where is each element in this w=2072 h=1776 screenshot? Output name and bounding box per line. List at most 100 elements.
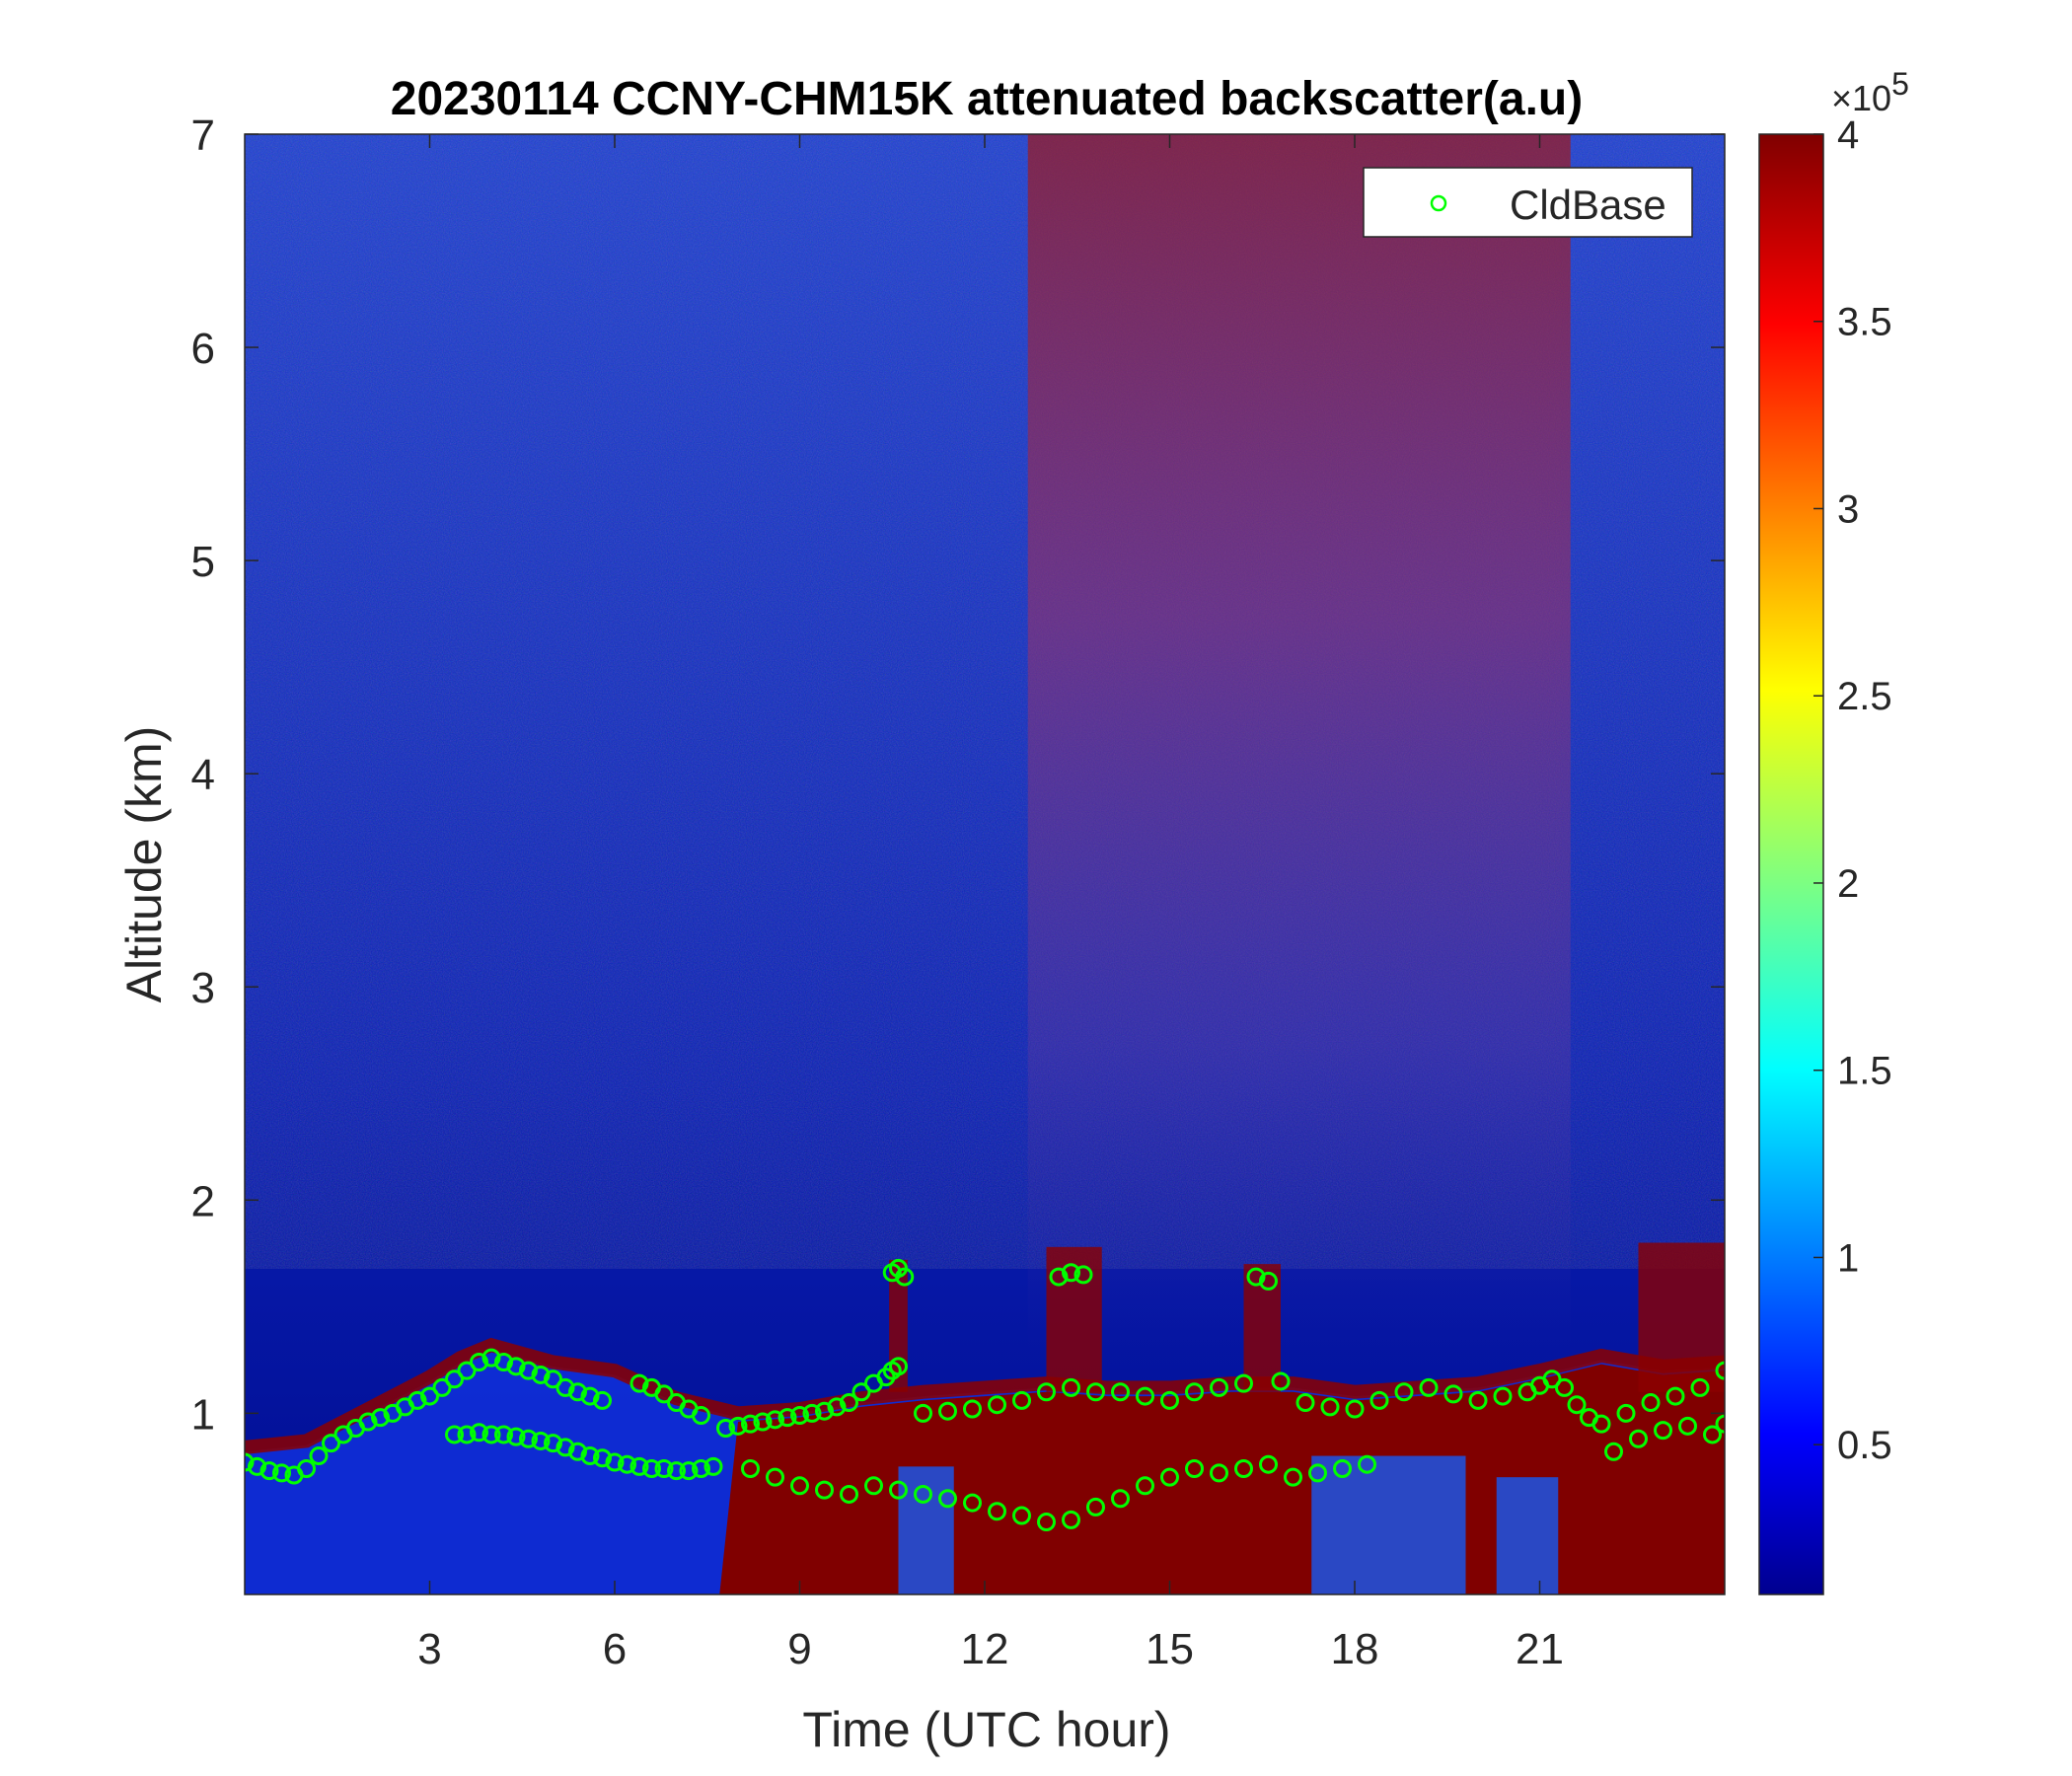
cldbase-point bbox=[580, 1386, 600, 1406]
colorbar-tick-label: 3.5 bbox=[1837, 301, 1892, 344]
cldbase-point bbox=[963, 1399, 982, 1419]
cldbase-point bbox=[618, 1454, 636, 1474]
cldbase-point bbox=[1369, 1390, 1389, 1410]
cldbase-point bbox=[741, 1459, 760, 1479]
colorbar-exponent: ×105 bbox=[1831, 66, 1909, 118]
clear-gap-2 bbox=[1496, 1477, 1559, 1594]
colorbar-tick-label: 4 bbox=[1837, 113, 1859, 157]
cldbase-point bbox=[851, 1382, 871, 1402]
cldbase-point bbox=[580, 1446, 600, 1466]
colorbar-tick-label: 0.5 bbox=[1837, 1424, 1892, 1467]
y-tick-label: 6 bbox=[191, 325, 215, 373]
cldbase-point bbox=[1259, 1271, 1278, 1291]
cldbase-point bbox=[1210, 1377, 1228, 1397]
cldbase-point bbox=[568, 1382, 587, 1402]
cldbase-point bbox=[544, 1369, 562, 1389]
cldbase-point bbox=[470, 1352, 488, 1371]
cldbase-point bbox=[1715, 1361, 1725, 1380]
x-tick-label: 3 bbox=[417, 1625, 441, 1673]
x-axis: 3 6 9 12 15 18 21 bbox=[417, 134, 1564, 1673]
cldbase-point bbox=[914, 1484, 932, 1504]
cldbase-point bbox=[1591, 1414, 1611, 1434]
cldbase-point bbox=[654, 1459, 674, 1479]
cldbase-point bbox=[1062, 1377, 1080, 1397]
cldbase-point bbox=[1086, 1497, 1105, 1517]
cldbase-point bbox=[667, 1461, 686, 1481]
cldbase-point bbox=[494, 1352, 513, 1371]
cldbase-point bbox=[1234, 1459, 1253, 1479]
colorbar-exponent-power: 5 bbox=[1891, 66, 1909, 102]
cldbase-point bbox=[1616, 1403, 1636, 1423]
cldbase-point bbox=[1542, 1369, 1562, 1389]
x-tick-label: 18 bbox=[1331, 1625, 1379, 1673]
elevated-signal-region bbox=[1027, 134, 1571, 1350]
x-tick-label: 12 bbox=[961, 1625, 1009, 1673]
cldbase-point bbox=[445, 1425, 464, 1444]
cldbase-point bbox=[1555, 1377, 1574, 1397]
colorbar: 0.5 1 1.5 2 2.5 3 3.5 4 ×105 bbox=[1758, 66, 1909, 1595]
cldbase-point bbox=[938, 1401, 957, 1421]
cldbase-point bbox=[1629, 1429, 1648, 1448]
legend-label: CldBase bbox=[1510, 182, 1666, 228]
cldbase-point bbox=[420, 1386, 439, 1406]
cldbase-point bbox=[1443, 1384, 1463, 1404]
cldbase-point bbox=[519, 1429, 538, 1448]
y-tick-label: 5 bbox=[191, 538, 215, 586]
legend: CldBase bbox=[1363, 167, 1693, 238]
cldbase-point bbox=[1703, 1425, 1722, 1444]
cldbase-point bbox=[1062, 1263, 1080, 1283]
heatmap-features bbox=[245, 134, 1725, 1594]
cldbase-point bbox=[568, 1442, 587, 1461]
cldbase-point bbox=[544, 1434, 562, 1453]
cldbase-point bbox=[914, 1403, 932, 1423]
cldbase-point bbox=[864, 1476, 883, 1496]
cldbase-point bbox=[840, 1393, 858, 1413]
cldbase-point bbox=[1308, 1463, 1327, 1483]
cldbase-point bbox=[790, 1406, 809, 1426]
cldbase-point bbox=[1111, 1489, 1130, 1509]
cldbase-point bbox=[889, 1357, 908, 1376]
cldbase-point bbox=[1715, 1414, 1725, 1434]
cldbase-point bbox=[1246, 1267, 1266, 1287]
cldbase-point bbox=[988, 1395, 1006, 1415]
cldbase-point bbox=[1185, 1459, 1204, 1479]
cldbase-point bbox=[519, 1361, 538, 1380]
cldbase-point bbox=[1160, 1390, 1179, 1410]
y-tick-label: 3 bbox=[191, 964, 215, 1012]
cldbase-point bbox=[1012, 1390, 1031, 1410]
legend-box bbox=[1363, 167, 1693, 238]
cldbase-point bbox=[481, 1425, 501, 1444]
cldbase-point bbox=[457, 1361, 477, 1380]
cldbase-point bbox=[1185, 1382, 1204, 1402]
cldbase-point bbox=[245, 1452, 255, 1472]
cldbase-point bbox=[1210, 1463, 1228, 1483]
cldbase-point bbox=[840, 1484, 858, 1504]
cldbase-point bbox=[988, 1502, 1006, 1521]
cldbase-point bbox=[259, 1461, 279, 1481]
y-tick-label: 1 bbox=[191, 1390, 215, 1439]
cldbase-point bbox=[1493, 1386, 1513, 1406]
cldbase-point bbox=[889, 1480, 908, 1500]
cldbase-point bbox=[1641, 1393, 1661, 1413]
cldbase-point bbox=[1345, 1399, 1365, 1419]
cldbase-point bbox=[1012, 1506, 1031, 1525]
cldbase-point bbox=[1654, 1421, 1672, 1441]
cldbase-point bbox=[1358, 1454, 1376, 1474]
cldbase-point bbox=[531, 1431, 551, 1450]
cldbase-point bbox=[1136, 1476, 1154, 1496]
cldbase-point bbox=[1320, 1397, 1340, 1417]
cldbase-point bbox=[481, 1348, 501, 1368]
y-tick-label: 4 bbox=[191, 751, 215, 799]
cldbase-point bbox=[593, 1448, 612, 1468]
cldbase-point bbox=[938, 1489, 957, 1509]
cldbase-point bbox=[470, 1423, 488, 1443]
cldbase-point bbox=[802, 1403, 822, 1423]
colorbar-tick-label: 3 bbox=[1837, 487, 1859, 531]
cldbase-point bbox=[815, 1480, 834, 1500]
cldbase-point bbox=[703, 1456, 723, 1476]
colorbar-ticks: 0.5 1 1.5 2 2.5 3 3.5 4 bbox=[1813, 113, 1892, 1467]
plot-area bbox=[245, 134, 1725, 1594]
cldbase-point bbox=[1062, 1510, 1080, 1529]
cldbase-point bbox=[445, 1369, 464, 1389]
